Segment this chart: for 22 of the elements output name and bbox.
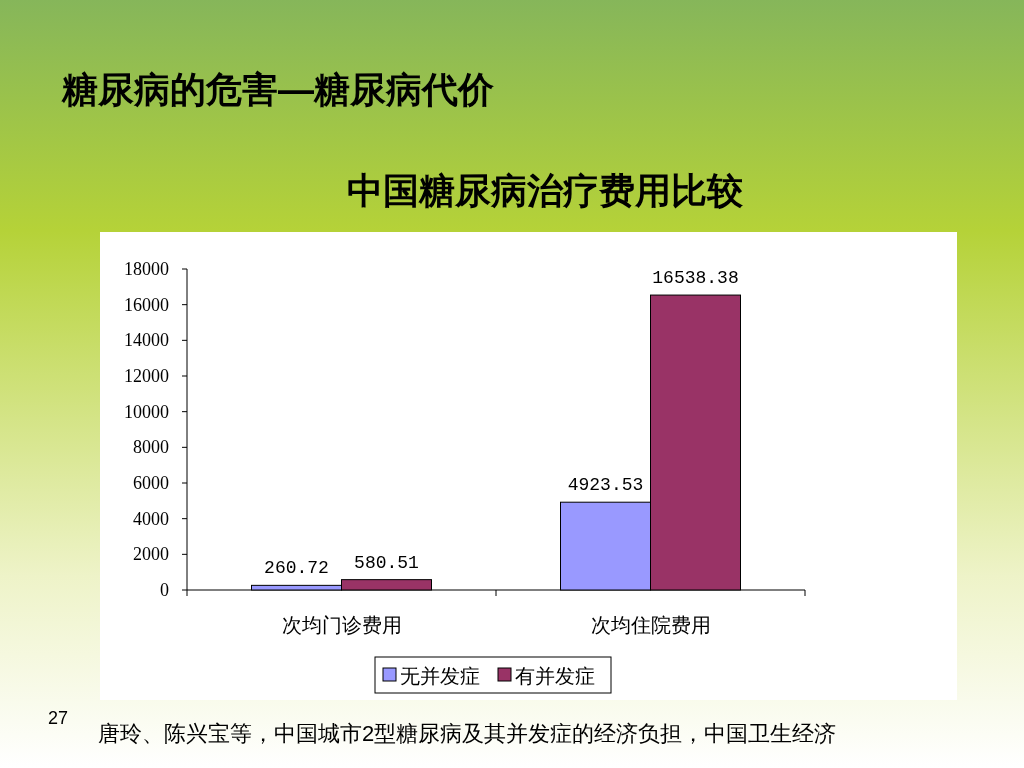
legend-label: 有并发症 xyxy=(515,665,595,687)
y-tick-label: 10000 xyxy=(124,401,169,422)
y-tick-label: 14000 xyxy=(124,330,169,351)
y-tick-label: 4000 xyxy=(133,508,169,529)
y-tick-label: 12000 xyxy=(124,366,169,386)
y-tick-label: 0 xyxy=(160,580,169,600)
chart-subtitle: 中国糖尿病治疗费用比较 xyxy=(347,170,744,211)
x-tick-label: 次均门诊费用 xyxy=(281,614,402,636)
text: 27 xyxy=(48,708,69,728)
data-label: 4923.53 xyxy=(567,475,644,496)
x-tick-label: 次均住院费用 xyxy=(590,614,711,636)
chart-title: 糖尿病的危害—糖尿病代价 xyxy=(61,69,494,110)
data-label: 16538.38 xyxy=(652,268,739,289)
y-tick-label: 2000 xyxy=(133,544,169,565)
data-label: 260.72 xyxy=(264,558,329,579)
data-label: 580.51 xyxy=(354,552,419,573)
y-tick-label: 18000 xyxy=(124,259,169,279)
text: 唐玲、陈兴宝等，中国城市2型糖尿病及其并发症的经济负担，中国卫生经济 xyxy=(98,721,837,746)
y-tick-label: 16000 xyxy=(124,294,169,315)
y-tick-label: 8000 xyxy=(133,437,169,458)
legend-label: 无并发症 xyxy=(400,665,480,687)
y-tick-label: 6000 xyxy=(133,473,169,493)
